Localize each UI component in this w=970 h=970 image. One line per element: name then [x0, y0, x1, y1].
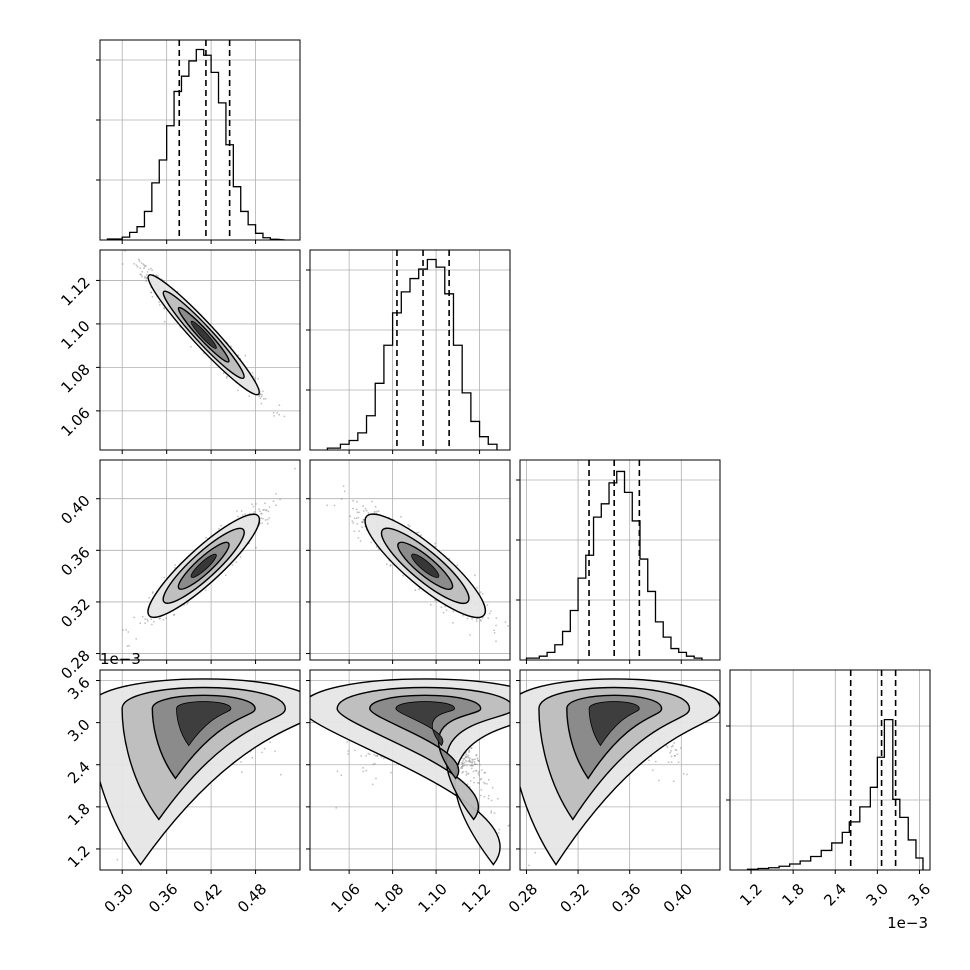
x-tick-label: 1.06	[328, 880, 364, 916]
density-contour	[411, 553, 440, 578]
y-tick-label: 0.36	[57, 543, 93, 579]
panel-frame	[99, 249, 301, 451]
y-tick-label: 0.40	[57, 492, 93, 528]
scatter-panel-1-0	[99, 249, 301, 451]
x-tick-label: 1.8	[778, 880, 808, 910]
y-tick-label: 2.4	[64, 758, 94, 788]
density-contour	[190, 553, 217, 578]
hist-panel-1	[306, 249, 511, 451]
panel-frame	[309, 669, 511, 871]
y-tick-label: 0.28	[57, 646, 93, 682]
panel-frame	[519, 459, 721, 661]
x-tick-label: 3.0	[863, 880, 893, 910]
histogram-step	[106, 48, 286, 241]
y-tick-label: 1.08	[57, 360, 93, 396]
x-tick-label: 3.6	[905, 880, 935, 910]
x-tick-label: 0.42	[190, 880, 226, 916]
scatter-panel-3-0	[99, 669, 301, 871]
x-tick-label: 0.30	[101, 880, 137, 916]
density-contour	[395, 701, 455, 747]
histogram-step	[326, 258, 498, 450]
x-tick-label: 0.36	[608, 880, 644, 916]
x-tick-label: 2.4	[820, 880, 850, 910]
y-tick-label: 1.2	[64, 842, 94, 872]
scatter-panel-2-1	[309, 459, 511, 661]
density-contour	[336, 686, 510, 821]
density-contour	[176, 701, 232, 747]
hist-panel-0	[96, 39, 301, 241]
x-tick-label: 0.36	[145, 880, 181, 916]
y-tick-label: 1.8	[64, 800, 94, 830]
y-offset-label: 1e−3	[100, 650, 141, 668]
y-tick-label: 1.12	[57, 273, 93, 309]
scatter-panel-2-0	[99, 459, 301, 661]
scatter-panel-3-2	[519, 669, 721, 871]
panel-frame	[519, 669, 721, 871]
scatter-panel-3-1	[309, 669, 511, 871]
x-tick-label: 1.12	[458, 880, 494, 916]
density-contour	[588, 701, 640, 747]
panel-frame	[729, 669, 931, 871]
density-contour	[369, 694, 482, 780]
panel-frame	[309, 249, 511, 451]
x-tick-label: 1.08	[371, 880, 407, 916]
x-tick-label: 0.32	[556, 880, 592, 916]
histogram-step	[746, 718, 924, 870]
panel-frame	[99, 459, 301, 661]
y-tick-label: 0.32	[57, 595, 93, 631]
x-offset-label: 1e−3	[887, 914, 928, 932]
x-tick-label: 1.10	[414, 880, 450, 916]
y-tick-label: 1.06	[57, 404, 93, 440]
hist-panel-3	[726, 669, 931, 871]
x-tick-label: 0.48	[234, 880, 270, 916]
histogram-step	[525, 470, 703, 660]
hist-panel-2	[516, 459, 721, 661]
x-tick-label: 1.2	[736, 880, 766, 910]
y-tick-label: 1.10	[57, 317, 93, 353]
x-tick-label: 0.28	[505, 880, 541, 916]
panel-frame	[99, 39, 301, 241]
panel-frame	[99, 669, 301, 871]
panel-frame	[309, 459, 511, 661]
y-tick-label: 3.0	[64, 716, 94, 746]
density-contour	[190, 320, 217, 349]
x-tick-label: 0.40	[660, 880, 696, 916]
